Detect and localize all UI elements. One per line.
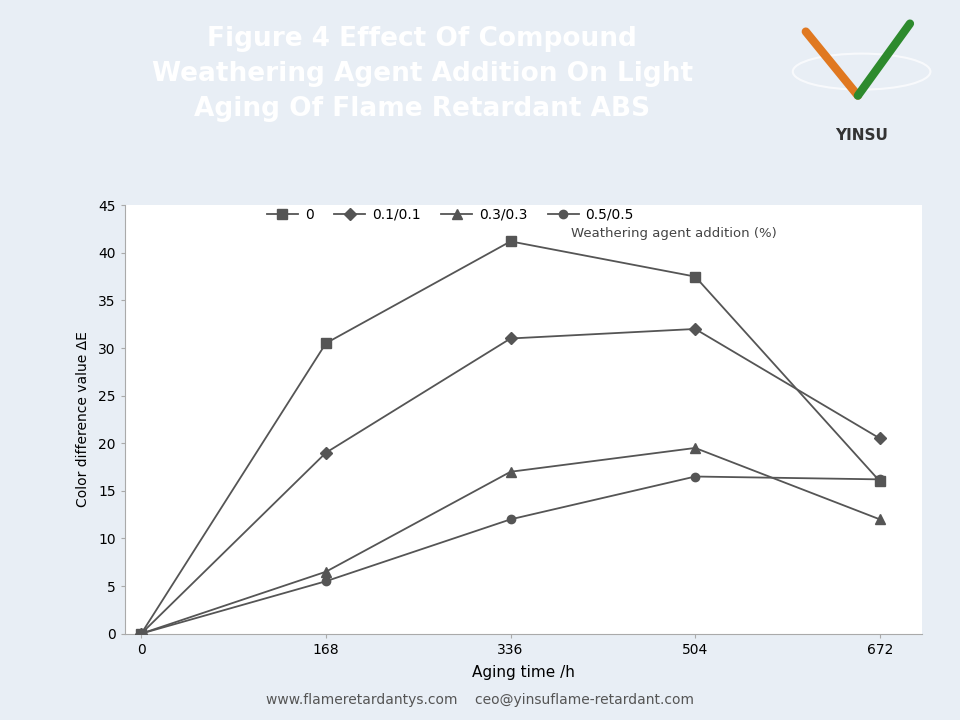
Text: www.flameretardantys.com    ceo@yinsuflame-retardant.com: www.flameretardantys.com ceo@yinsuflame-… <box>266 693 694 707</box>
0 <box>874 477 885 485</box>
0.5/0.5 <box>874 475 885 484</box>
0.1/0.1 <box>689 325 701 333</box>
0.3/0.3 <box>505 467 516 476</box>
0 <box>321 339 332 348</box>
0.1/0.1 <box>874 434 885 443</box>
0 <box>505 237 516 246</box>
0.1/0.1 <box>505 334 516 343</box>
Line: 0.1/0.1: 0.1/0.1 <box>137 325 884 638</box>
0.3/0.3 <box>874 515 885 523</box>
0.3/0.3 <box>135 629 147 638</box>
Line: 0.5/0.5: 0.5/0.5 <box>137 472 884 638</box>
Legend: 0, 0.1/0.1, 0.3/0.3, 0.5/0.5: 0, 0.1/0.1, 0.3/0.3, 0.5/0.5 <box>267 208 634 222</box>
Line: 0.3/0.3: 0.3/0.3 <box>136 443 885 639</box>
0.1/0.1 <box>321 449 332 457</box>
Line: 0: 0 <box>136 236 885 639</box>
0.3/0.3 <box>689 444 701 452</box>
0.5/0.5 <box>135 629 147 638</box>
0.5/0.5 <box>321 577 332 585</box>
0.5/0.5 <box>689 472 701 481</box>
Text: YINSU: YINSU <box>835 128 888 143</box>
0 <box>689 272 701 281</box>
0.3/0.3 <box>321 567 332 576</box>
0.5/0.5 <box>505 515 516 523</box>
Y-axis label: Color difference value ΔE: Color difference value ΔE <box>76 331 90 508</box>
0.1/0.1 <box>135 629 147 638</box>
Text: Figure 4 Effect Of Compound
Weathering Agent Addition On Light
Aging Of Flame Re: Figure 4 Effect Of Compound Weathering A… <box>152 27 693 122</box>
Text: Weathering agent addition (%): Weathering agent addition (%) <box>571 227 777 240</box>
X-axis label: Aging time /h: Aging time /h <box>471 665 575 680</box>
0 <box>135 629 147 638</box>
